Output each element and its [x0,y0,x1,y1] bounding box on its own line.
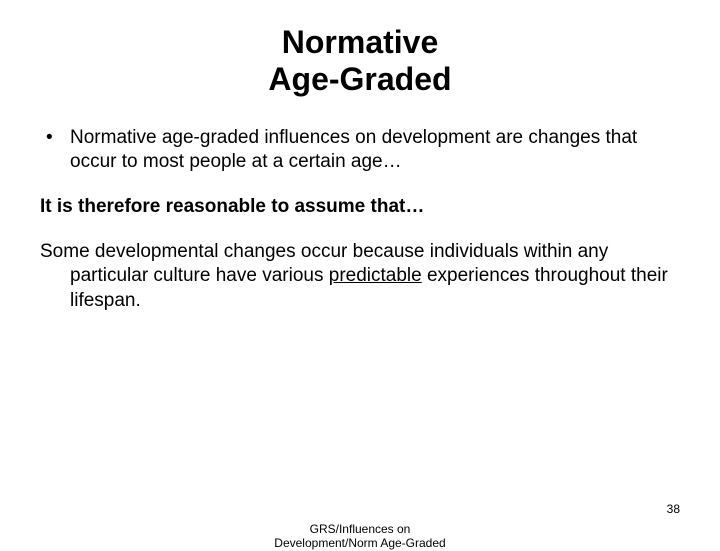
para-underlined: predictable [329,265,422,286]
body-paragraph: Some developmental changes occur because… [40,240,680,314]
title-line-2: Age-Graded [268,61,451,97]
bullet-row: • Normative age-graded influences on dev… [40,126,680,175]
bullet-text: Normative age-graded influences on devel… [70,126,680,175]
footer-path: GRS/Influences on Development/Norm Age-G… [274,522,445,551]
title-line-1: Normative [282,24,439,60]
slide-title: Normative Age-Graded [40,24,680,98]
bullet-mark: • [40,126,70,151]
page-number: 38 [667,502,680,516]
assumption-line: It is therefore reasonable to assume tha… [40,195,680,220]
bullet-block: • Normative age-graded influences on dev… [40,126,680,175]
